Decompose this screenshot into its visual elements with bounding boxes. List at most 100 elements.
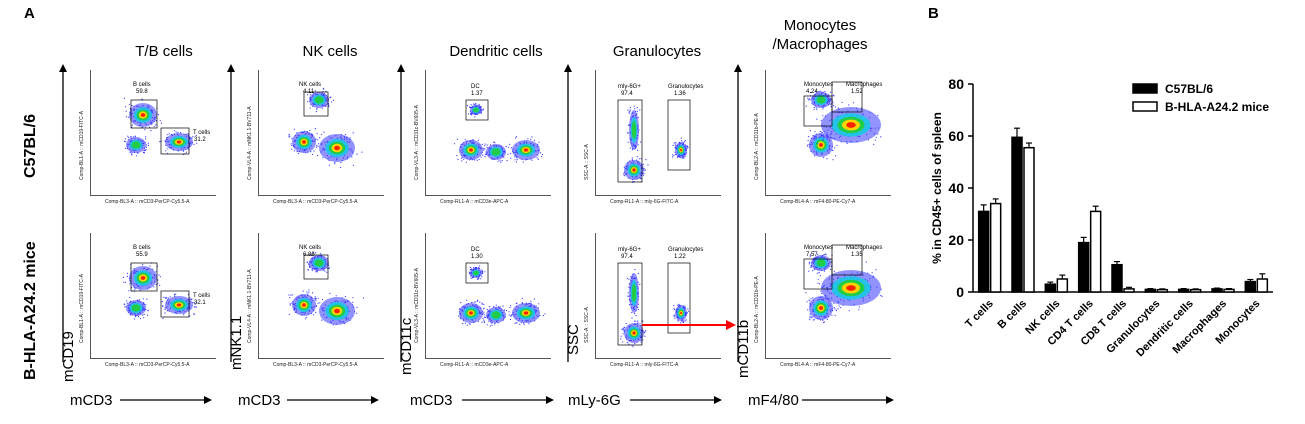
gate-value: 1.52 [851,89,863,95]
flow-plot: DC 1.30 Comp-RL1-A :: mCD3e-APC-A Comp-VL3-… [414,233,551,368]
flow-density-svg [123,97,198,157]
gate-name: B cells [133,82,151,88]
row-label-c57bl6: C57BL/6 [22,113,39,178]
y-tick-label: 60 [948,128,964,144]
bar [1123,288,1135,293]
gate-name: Macrophages [846,82,883,88]
panel-a-label: A [24,5,35,22]
column-title-monocytes-macrophages: Monocytes /Macrophages [740,16,900,54]
gate-rect [667,262,691,334]
flow-plot: Monocytes 7.57 Macrophages 1.35 Comp-BL4-A :… [754,233,891,368]
gate-name: mly-6G+ [618,247,641,253]
gate-rect [303,254,329,280]
y-axis-arrow [397,64,405,362]
flow-plot: B cells 59.8 T cells 31.2 Comp-BL3-A :: mCD3… [79,70,216,205]
flow-density-svg [803,244,883,324]
gate-rect [617,99,643,183]
flow-plot: NK cells 4.11 Comp-BL3-A :: mCD3-PerCP-Cy5… [247,70,384,205]
gate-rect [160,127,190,155]
gate-name: Granulocytes [668,247,704,253]
legend-label: C57BL/6 [1165,82,1213,96]
x-axis-arrow [120,396,212,404]
y-axis-arrow [59,64,67,362]
gate-name: Monocytes [804,245,834,251]
row-label-hla-mice: B-HLA-A24.2 mice [22,241,39,380]
gate-rect [617,262,643,346]
flow-density-svg [803,81,882,161]
y-axis-caption: Comp-BL2-A :: mCD11b-PE-A [754,113,760,180]
y-axis-arrow [227,64,235,362]
legend-label: B-HLA-A24.2 mice [1165,100,1269,114]
column-title-nk-cells: NK cells [302,43,358,60]
flow-plot: Monocytes 4.24 Macrophages 1.52 Comp-BL4-A :… [754,70,891,205]
gate-rect [465,99,489,121]
y-axis-arrow [734,64,742,362]
x-axis-caption: Comp-RL1-A :: mCD3e-APC-A [440,199,509,205]
flow-density-svg [617,99,691,183]
x-axis-caption: Comp-BL4-A :: mF4-80-PE-Cy7-A [780,199,856,205]
column-title-dendritic-cells: Dendritic cells [449,43,543,60]
gate-name: Monocytes [804,82,834,88]
x-tick-label: T cells [963,298,996,331]
bar [1189,288,1202,293]
gate-name: Granulocytes [668,84,704,90]
gate-name: T cells [193,293,211,299]
bar [989,202,1002,293]
flow-plot: DC 1.37 Comp-RL1-A :: mCD3e-APC-A Comp-VL3-… [414,70,551,205]
bar [1223,288,1235,293]
bar [1256,278,1269,293]
y-axis-caption: Comp-VL4-A :: mNK1.1-BV711-A [247,106,253,180]
x-axis-caption: Comp-BL4-A :: mF4-80-PE-Cy7-A [780,362,856,368]
red-arrow [642,320,736,330]
y-axis-arrow [564,64,572,362]
gate-name: B cells [133,245,151,251]
bar-chart: 0 20 40 60 80 % in CD45+ cells of spleen T cel… [930,76,1273,359]
flow-density-svg [617,262,691,348]
y-axis-caption: Comp-BL1-A :: mCD19-FITC-A [79,274,85,343]
bar [1044,283,1057,293]
x-marker-label: mF4/80 [748,392,799,409]
gate-value: 1.36 [674,91,686,97]
bar [977,210,990,293]
y-tick-label: 40 [948,180,964,196]
panel-b-label: B [928,5,939,22]
x-marker-label: mLy-6G [568,392,621,409]
column-title-tb-cells: T/B cells [135,43,193,60]
flow-density-svg [122,262,198,320]
gate-value: 6.86 [303,252,315,258]
legend-swatch [1132,83,1158,94]
gate-value: 1.22 [674,254,686,260]
bar [1077,241,1090,293]
gate-value: 1.30 [471,254,483,260]
x-axis-arrow [630,396,722,404]
y-tick-label: 0 [956,284,964,300]
x-axis-arrow [462,396,554,404]
bar [1056,278,1069,293]
flow-plot: mly-6G+ 97.4 Granulocytes 1.36 Comp-RL1-A ::… [584,70,721,205]
gate-name: DC [471,247,480,253]
bar [1011,136,1023,293]
x-axis-caption: Comp-RL1-A :: mCD3e-APC-A [440,362,509,368]
y-axis-caption: Comp-VL4-A :: mNK1.1-BV711-A [247,269,253,343]
y-axis-caption: SSC-A :: SSC-A [584,307,590,343]
gate-rect [303,91,329,117]
gate-value: 59.8 [136,89,148,95]
bar [1156,288,1169,293]
gate-value: 55.9 [136,252,148,258]
gate-rect [465,262,489,284]
flow-plot: B cells 55.9 T cells 32.1 Comp-BL3-A :: mCD3… [79,233,216,368]
y-axis-caption: Comp-BL1-A :: mCD19-FITC-A [79,111,85,180]
flow-density-svg [288,87,363,169]
x-axis-caption: Comp-BL3-A :: mCD3-PerCP-Cy5.5-A [273,362,358,368]
gate-value: 7.57 [806,252,818,258]
gate-value: 32.1 [194,300,206,306]
bar [1244,280,1257,293]
gate-name: Macrophages [846,245,883,251]
flow-density-svg [458,262,546,327]
y-axis-caption: SSC-A :: SSC-A [584,144,590,180]
gate-rect [160,290,190,318]
flow-plot: NK cells 6.86 Comp-BL3-A :: mCD3-PerCP-Cy5… [247,233,384,368]
gate-rect [667,99,691,171]
x-axis-arrow [287,396,379,404]
x-marker-label: mCD3 [70,392,113,409]
